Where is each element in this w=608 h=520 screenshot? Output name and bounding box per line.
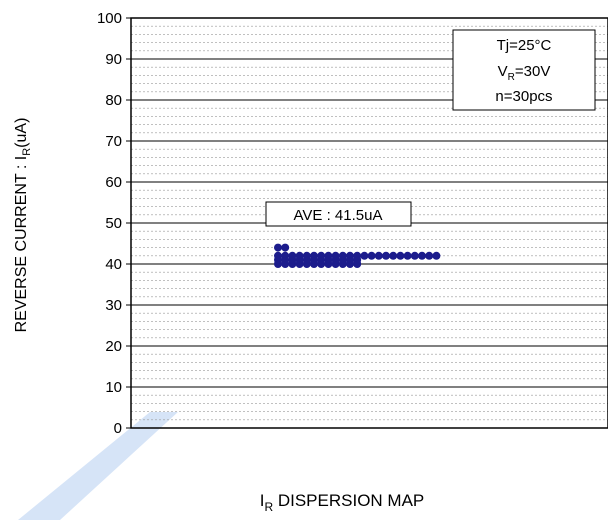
average-annotation: AVE : 41.5uA: [265, 201, 412, 227]
data-point: [396, 251, 405, 260]
data-points: [274, 243, 441, 268]
y-tick-label: 100: [97, 10, 122, 27]
data-point: [295, 251, 304, 260]
y-tick-label: 60: [105, 174, 122, 191]
y-tick-label: 20: [105, 338, 122, 355]
condition-vr: VR=30V: [498, 63, 551, 83]
y-tick-label: 70: [105, 133, 122, 150]
data-point: [310, 251, 318, 260]
y-axis: 0 10 20 30 40 50 60 70 80 90 100: [97, 10, 131, 437]
data-point: [403, 251, 412, 260]
data-point: [281, 251, 290, 260]
data-point: [425, 251, 434, 260]
data-point: [324, 251, 333, 260]
data-point: [418, 251, 426, 260]
data-point: [410, 251, 419, 260]
data-point: [382, 251, 390, 260]
y-axis-label: REVERSE CURRENT : IR(uA): [13, 118, 33, 333]
data-point: [432, 251, 441, 260]
conditions-box: Tj=25°C VR=30V n=30pcs: [452, 29, 596, 111]
y-axis-label-subscript: R: [21, 148, 33, 156]
data-point: [274, 251, 282, 260]
data-point: [353, 251, 362, 260]
data-point: [346, 251, 354, 260]
data-point: [389, 251, 398, 260]
y-tick-label: 10: [105, 379, 122, 396]
condition-tj: Tj=25°C: [497, 37, 552, 54]
data-point: [367, 251, 376, 260]
y-tick-label: 80: [105, 92, 122, 109]
average-label: AVE : 41.5uA: [294, 207, 383, 224]
y-tick-label: 0: [114, 420, 122, 437]
x-axis-label: IR DISPERSION MAP: [260, 491, 425, 514]
data-point: [281, 243, 290, 252]
data-point: [360, 251, 369, 260]
y-tick-label: 40: [105, 256, 122, 273]
data-point: [374, 251, 383, 260]
data-point: [317, 251, 326, 260]
y-tick-label: 90: [105, 51, 122, 68]
data-point: [302, 251, 311, 260]
y-tick-label: 30: [105, 297, 122, 314]
y-tick-label: 50: [105, 215, 122, 232]
x-axis-label-subscript: R: [264, 500, 273, 514]
data-point: [331, 251, 340, 260]
data-point: [274, 243, 282, 252]
condition-n: n=30pcs: [495, 88, 552, 105]
watermark-shape: [18, 412, 178, 520]
data-point: [288, 251, 297, 260]
condition-vr-subscript: R: [508, 72, 515, 83]
data-point: [338, 251, 347, 260]
